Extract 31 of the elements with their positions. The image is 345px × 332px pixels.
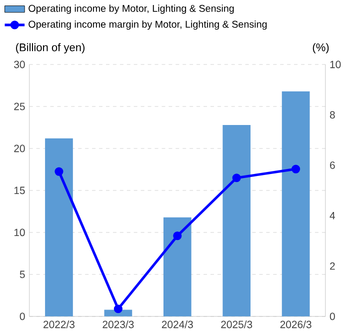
y-tick-label: 5 <box>20 270 25 278</box>
x-tick-label: 2026/3 <box>280 320 312 328</box>
y-axis-title: (Billion of yen) <box>16 43 84 54</box>
y-tick-label: 20 <box>14 144 25 152</box>
y2-axis-title: (%) <box>312 43 329 54</box>
bar <box>45 138 73 316</box>
legend-label: Operating income margin by Motor, Lighting & Sensing <box>28 20 267 30</box>
x-tick-label: 2025/3 <box>221 320 252 328</box>
point <box>114 304 122 314</box>
y2-tick-label: 6 <box>330 162 335 169</box>
y-tick-label: 25 <box>14 102 25 110</box>
y2-tick-label: 4 <box>330 212 336 220</box>
bar <box>222 124 251 316</box>
y2-tick-label: 8 <box>330 111 335 119</box>
x-tick-label: 2024/3 <box>162 320 193 328</box>
x-tick-label: 2023/3 <box>102 320 134 328</box>
y-tick-label: 10 <box>14 228 25 236</box>
bar <box>163 217 192 316</box>
point <box>232 174 241 182</box>
bar <box>282 91 310 316</box>
y2-tick-label: 10 <box>330 60 341 68</box>
y2-tick-label: 2 <box>330 262 335 270</box>
point <box>54 167 64 176</box>
legend-label: Operating income by Motor, Lighting & Sensing <box>28 4 234 14</box>
y-tick-label: 30 <box>14 60 25 68</box>
y2-tick-label: 0 <box>330 312 335 320</box>
point <box>292 164 300 174</box>
y-tick-label: 15 <box>14 186 25 194</box>
point <box>173 231 182 240</box>
y-tick-label: 0 <box>20 312 25 320</box>
x-tick-label: 2022/3 <box>44 320 74 328</box>
